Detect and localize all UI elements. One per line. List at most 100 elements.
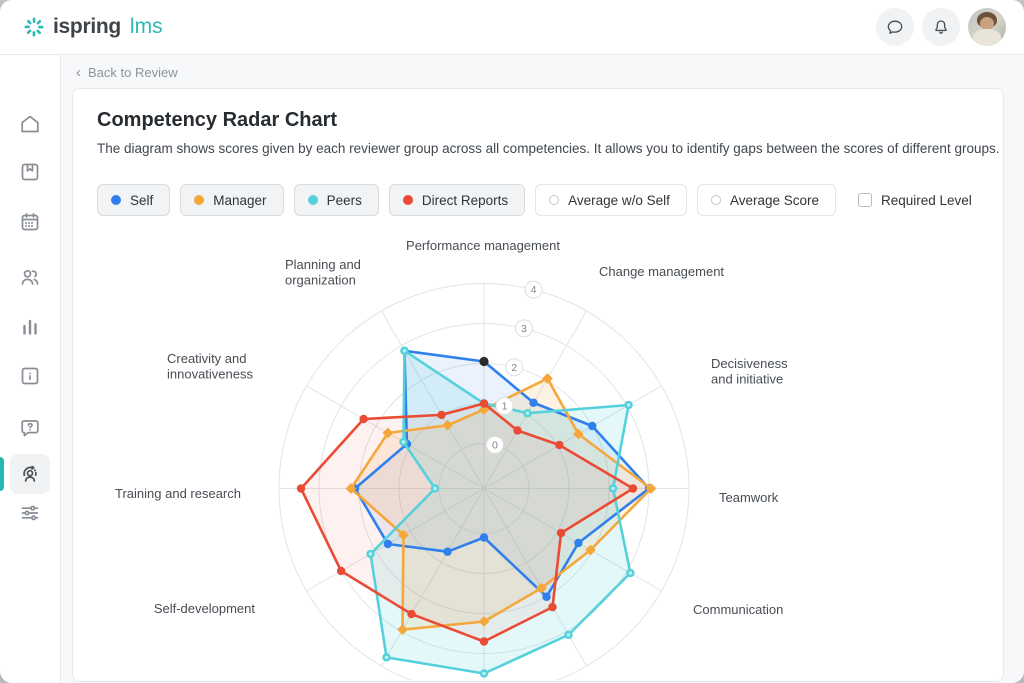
person-360-icon: [23, 465, 37, 482]
help-message-icon: [21, 420, 39, 437]
legend-button-average-w-o-self[interactable]: Average w/o Self: [535, 184, 687, 216]
ispring-burst-icon: [24, 17, 44, 37]
sidebar-item-info[interactable]: [18, 364, 42, 388]
ring-value-label: 2: [511, 362, 517, 374]
sidebar-item-calendar[interactable]: [18, 210, 42, 234]
data-point[interactable]: [442, 419, 453, 431]
radar-chart-card: 0 1 2 3 4 Performance management Change manage…: [72, 88, 1004, 682]
checkbox-icon[interactable]: [858, 193, 872, 207]
data-point[interactable]: [574, 538, 583, 548]
axis-label-teamwork: Teamwork: [719, 490, 779, 505]
series-area-manager: [351, 378, 651, 630]
window-info-icon: [21, 367, 39, 385]
data-point[interactable]: [542, 373, 553, 384]
data-point[interactable]: [479, 399, 489, 408]
axis-label-performance-management: Performance management: [406, 238, 560, 253]
legend-button-self[interactable]: Self: [97, 184, 171, 216]
sidebar-item-reports[interactable]: [18, 315, 42, 339]
ring-value-label: 0: [492, 439, 498, 451]
data-point[interactable]: [542, 592, 551, 601]
legend-button-label: Direct Reports: [421, 192, 509, 208]
series-color-dot: [194, 195, 205, 205]
notifications-button[interactable]: [922, 8, 960, 46]
data-point[interactable]: [548, 602, 557, 612]
chat-bubble-icon: [887, 20, 903, 34]
data-point[interactable]: [479, 533, 489, 542]
people-icon: [21, 269, 39, 285]
data-point-center: [433, 486, 437, 491]
data-point[interactable]: [345, 483, 357, 494]
legend-button-label: Average Score: [729, 192, 819, 208]
axis-label-change-management: Change management: [599, 264, 724, 279]
required-level-toggle[interactable]: Required Level: [858, 193, 972, 208]
empty-circle-icon: [549, 195, 560, 205]
data-point[interactable]: [383, 539, 393, 549]
axis-label-creativity-and-innovativeness: innovativeness: [167, 367, 253, 382]
data-point[interactable]: [628, 484, 638, 493]
back-to-review-link[interactable]: ‹ Back to Review: [76, 65, 178, 80]
data-point-center: [525, 411, 530, 415]
home-icon: [21, 115, 39, 133]
ring-value-badge: [524, 280, 543, 299]
highlighted-data-point[interactable]: [479, 356, 489, 367]
sidebar-item-home[interactable]: [18, 112, 42, 136]
sliders-icon: [21, 505, 39, 521]
legend-button-direct-reports[interactable]: Direct Reports: [388, 184, 526, 216]
competency-radar-chart[interactable]: 0 1 2 3 4 Performance management Change manage…: [73, 89, 1003, 680]
calendar-icon: [21, 213, 39, 231]
ring-value-label: 3: [521, 323, 527, 335]
legend-button-average-score[interactable]: Average Score: [696, 184, 836, 216]
data-point[interactable]: [529, 398, 538, 407]
main-area: ‹ Back to Review 0 1 2 3 4 Performance manage…: [60, 54, 1024, 683]
legend-button-peers[interactable]: Peers: [293, 184, 379, 216]
axis-label-communication: Communication: [693, 602, 783, 617]
data-point[interactable]: [573, 428, 584, 440]
ring-value-label: 1: [502, 401, 508, 413]
data-point-center: [626, 403, 631, 407]
data-point[interactable]: [645, 483, 657, 494]
axis-label-training-and-research: Training and research: [115, 486, 241, 501]
data-point-center: [628, 571, 633, 575]
sidebar-item-360-reviews[interactable]: [10, 454, 50, 494]
data-point[interactable]: [556, 528, 566, 538]
data-point-center: [566, 633, 571, 637]
data-point[interactable]: [555, 440, 564, 450]
data-point[interactable]: [536, 582, 547, 594]
required-level-label: Required Level: [881, 192, 972, 208]
data-point-center: [611, 486, 615, 491]
data-point[interactable]: [397, 624, 408, 636]
data-point[interactable]: [443, 547, 452, 556]
ring-value-badge: [505, 358, 524, 377]
brand-name: ispring: [53, 15, 121, 38]
series-color-dot: [402, 195, 413, 205]
data-point[interactable]: [359, 414, 368, 424]
data-point-center: [368, 552, 373, 556]
back-link-label: Back to Review: [88, 65, 178, 80]
data-point[interactable]: [437, 410, 446, 420]
sidebar-item-courses[interactable]: [18, 160, 42, 184]
data-point[interactable]: [513, 426, 522, 435]
empty-circle-icon: [710, 195, 721, 205]
data-point[interactable]: [336, 566, 346, 576]
data-point-center: [482, 671, 486, 676]
brand-logo: ispring lms: [0, 15, 163, 39]
series-color-dot: [111, 195, 121, 205]
data-point[interactable]: [588, 421, 597, 431]
axis-label-planning-and-organization: organization: [285, 273, 356, 288]
sidebar-active-indicator: [0, 457, 4, 491]
sidebar-item-settings[interactable]: [18, 501, 42, 525]
ring-value-badge: [514, 319, 533, 338]
data-point[interactable]: [382, 427, 394, 439]
ring-value-badge: [485, 435, 504, 454]
profile-avatar[interactable]: [968, 8, 1006, 46]
ring-value-label: 4: [531, 284, 537, 296]
messages-button[interactable]: [876, 8, 914, 46]
data-point[interactable]: [479, 637, 489, 646]
sidebar-item-people[interactable]: [18, 265, 42, 289]
sidebar-nav: [0, 54, 61, 683]
data-point[interactable]: [296, 484, 306, 493]
legend-button-manager[interactable]: Manager: [180, 184, 284, 216]
sidebar-item-support[interactable]: [18, 416, 42, 440]
data-point[interactable]: [407, 609, 416, 619]
